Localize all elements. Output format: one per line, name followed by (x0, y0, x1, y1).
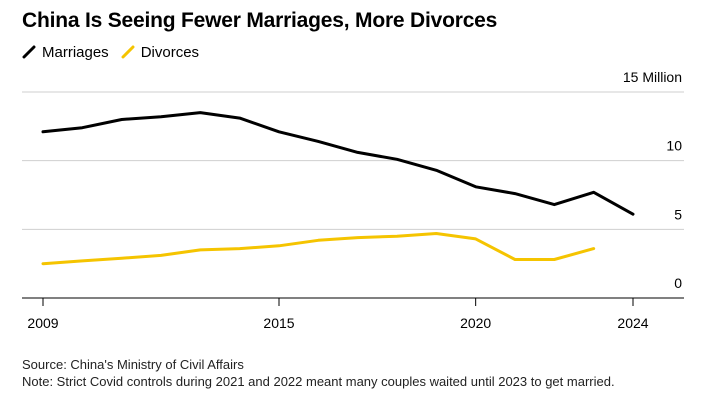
data-point-divorces (238, 247, 241, 250)
data-point-divorces (160, 254, 163, 257)
data-point-marriages (474, 185, 477, 188)
x-tick-label: 2015 (263, 315, 294, 331)
y-tick-label: 10 (666, 138, 682, 154)
y-tick-label: 0 (674, 275, 682, 291)
data-point-divorces (199, 248, 202, 251)
data-point-divorces (42, 262, 45, 265)
data-point-marriages (81, 126, 84, 129)
data-point-divorces (120, 257, 123, 260)
data-point-divorces (514, 258, 517, 261)
data-point-marriages (317, 140, 320, 143)
data-point-marriages (435, 169, 438, 172)
data-point-marriages (514, 192, 517, 195)
series-line-marriages (41, 111, 635, 216)
data-point-marriages (553, 203, 556, 206)
data-point-divorces (396, 235, 399, 238)
data-point-marriages (396, 158, 399, 161)
data-point-divorces (356, 236, 359, 239)
data-point-marriages (238, 117, 241, 120)
data-point-marriages (632, 213, 635, 216)
data-point-marriages (160, 115, 163, 118)
legend-item-divorces: Divorces (121, 44, 199, 61)
legend-label-divorces: Divorces (140, 43, 200, 61)
x-tick-label: 2024 (617, 315, 648, 331)
x-tick-label: 2020 (460, 315, 491, 331)
data-point-marriages (278, 130, 281, 133)
source-note: Source: China's Ministry of Civil Affair… (22, 357, 244, 372)
data-point-divorces (592, 247, 595, 250)
x-tick-label: 2009 (27, 315, 58, 331)
data-point-divorces (317, 239, 320, 242)
y-tick-label: 5 (674, 206, 682, 222)
chart-title: China Is Seeing Fewer Marriages, More Di… (22, 9, 498, 32)
data-point-divorces (553, 258, 556, 261)
data-point-divorces (474, 237, 477, 240)
legend-label-marriages: Marriages (42, 43, 109, 61)
legend-swatch-divorces-icon (121, 45, 135, 59)
data-point-marriages (356, 151, 359, 154)
data-point-marriages (42, 130, 45, 133)
data-point-marriages (120, 118, 123, 121)
series-line-divorces (41, 232, 596, 266)
y-tick-label: 15 Million (623, 69, 682, 85)
data-point-divorces (435, 232, 438, 235)
covid-note: Note: Strict Covid controls during 2021 … (22, 374, 615, 389)
data-point-marriages (199, 111, 202, 114)
chart-footer: Source: China's Ministry of Civil Affair… (22, 356, 692, 390)
chart-legend: Marriages Divorces (22, 42, 211, 62)
data-point-marriages (592, 191, 595, 194)
data-point-divorces (278, 244, 281, 247)
legend-item-marriages: Marriages (22, 44, 109, 61)
legend-swatch-marriages-icon (22, 45, 36, 59)
data-point-divorces (81, 259, 84, 262)
